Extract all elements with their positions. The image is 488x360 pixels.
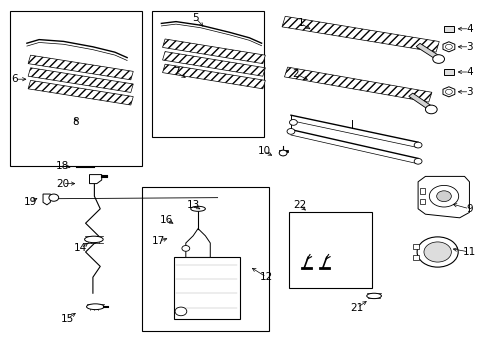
Circle shape (413, 142, 421, 148)
Ellipse shape (190, 206, 205, 211)
Ellipse shape (86, 304, 104, 310)
Polygon shape (89, 175, 102, 184)
Polygon shape (442, 87, 454, 97)
Polygon shape (28, 68, 133, 93)
Text: 8: 8 (72, 117, 79, 127)
Circle shape (428, 185, 458, 207)
Text: 3: 3 (465, 42, 472, 52)
Text: 12: 12 (259, 272, 273, 282)
Text: 17: 17 (152, 236, 165, 246)
Text: 2: 2 (292, 69, 299, 79)
Polygon shape (185, 229, 210, 257)
Bar (412, 255, 418, 260)
Text: 10: 10 (257, 146, 270, 156)
Circle shape (445, 89, 451, 94)
Polygon shape (442, 42, 454, 52)
Circle shape (289, 120, 297, 125)
Text: 3: 3 (465, 87, 472, 97)
Polygon shape (408, 93, 431, 109)
Polygon shape (162, 39, 265, 64)
Text: 16: 16 (159, 215, 173, 225)
Bar (443, 69, 453, 75)
Bar (142, 187, 268, 331)
Text: 1: 1 (297, 18, 304, 28)
Bar (151, 11, 264, 137)
Circle shape (413, 158, 421, 164)
Polygon shape (28, 55, 133, 80)
Ellipse shape (366, 293, 381, 299)
Text: 5: 5 (192, 13, 199, 23)
Text: 20: 20 (56, 179, 69, 189)
Text: 13: 13 (186, 200, 200, 210)
Text: 19: 19 (23, 197, 37, 207)
Circle shape (286, 129, 294, 134)
Circle shape (416, 237, 457, 267)
Polygon shape (415, 43, 439, 59)
Ellipse shape (84, 236, 103, 243)
Bar (288, 212, 371, 288)
Circle shape (425, 105, 436, 114)
Text: 22: 22 (292, 200, 306, 210)
Bar (10, 11, 142, 166)
Text: 21: 21 (349, 303, 363, 313)
Text: 11: 11 (462, 247, 475, 257)
Text: 4: 4 (465, 67, 472, 77)
Bar (443, 26, 453, 32)
Circle shape (432, 55, 444, 63)
Text: 7: 7 (172, 67, 179, 77)
Circle shape (49, 194, 59, 201)
Circle shape (279, 150, 286, 156)
Bar (419, 188, 425, 194)
Polygon shape (162, 64, 265, 89)
Polygon shape (417, 176, 468, 218)
Circle shape (423, 242, 450, 262)
Bar (419, 199, 425, 204)
Text: 9: 9 (465, 204, 472, 214)
Circle shape (445, 44, 451, 49)
Bar (173, 257, 239, 319)
Circle shape (436, 191, 450, 202)
Polygon shape (43, 194, 50, 205)
Polygon shape (28, 80, 133, 105)
Text: 4: 4 (465, 24, 472, 34)
Text: 15: 15 (61, 314, 74, 324)
Polygon shape (162, 51, 265, 76)
Bar (412, 244, 418, 249)
Text: 14: 14 (74, 243, 87, 253)
Polygon shape (284, 67, 431, 102)
Circle shape (175, 307, 186, 316)
Text: 6: 6 (11, 74, 18, 84)
Polygon shape (282, 16, 438, 52)
Text: 18: 18 (56, 161, 69, 171)
Circle shape (182, 246, 189, 251)
